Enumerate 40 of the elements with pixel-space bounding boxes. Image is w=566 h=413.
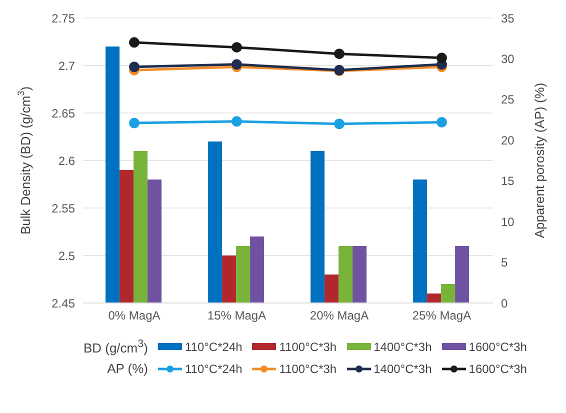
x-tick-label: 20% MagA [310, 308, 369, 323]
legend-label: 1400°C*3h [374, 362, 432, 376]
point [436, 52, 447, 64]
point [334, 118, 344, 130]
text: AP (%) [106, 361, 148, 376]
legend-label: 1400°C*3h [374, 340, 432, 354]
y2-axis-title: Apparent porosity (AP) (%) [532, 82, 548, 238]
y-tick-label: 2.55 [52, 201, 76, 216]
y-tick-label: 2.6 [58, 154, 76, 168]
y2-tick-label: 20 [501, 133, 515, 148]
point [129, 118, 140, 128]
point [232, 42, 242, 53]
point [232, 116, 242, 127]
y-tick-label: 2.5 [58, 248, 76, 263]
y2-tick-label: 5 [501, 256, 508, 270]
legend-label: 1100°C*3h [279, 340, 337, 354]
text: BD (g/cm$^{3}$) [82, 338, 148, 356]
y2-tick-label: 30 [501, 52, 515, 66]
legend-label: 1600°C*3h [468, 362, 527, 376]
y2-tick-label: 35 [501, 11, 515, 26]
point [232, 59, 242, 70]
point [436, 116, 447, 128]
y2-tick-label: 15 [501, 174, 515, 188]
y-tick-label: 2.7 [58, 58, 76, 73]
point [334, 48, 344, 60]
y2-tick-label: 0 [501, 296, 508, 310]
y-tick-label: 2.65 [52, 106, 76, 120]
y-tick-label: 2.75 [52, 11, 76, 26]
point [129, 62, 140, 72]
y-tick-label: 2.45 [52, 296, 76, 310]
x-tick-label: 15% MagA [207, 308, 266, 323]
legend-label: 110°C*24h [185, 362, 242, 376]
x-tick-label: 0% MagA [108, 308, 160, 323]
legend-label: 1600°C*3h [468, 340, 527, 354]
legend-label: 110°C*24h [185, 340, 242, 354]
y2-tick-label: 25 [501, 92, 515, 107]
point [129, 37, 140, 48]
y2-tick-label: 10 [501, 214, 515, 229]
x-tick-label: 25% MagA [412, 308, 472, 323]
legend-label: 1100°C*3h [279, 362, 337, 376]
